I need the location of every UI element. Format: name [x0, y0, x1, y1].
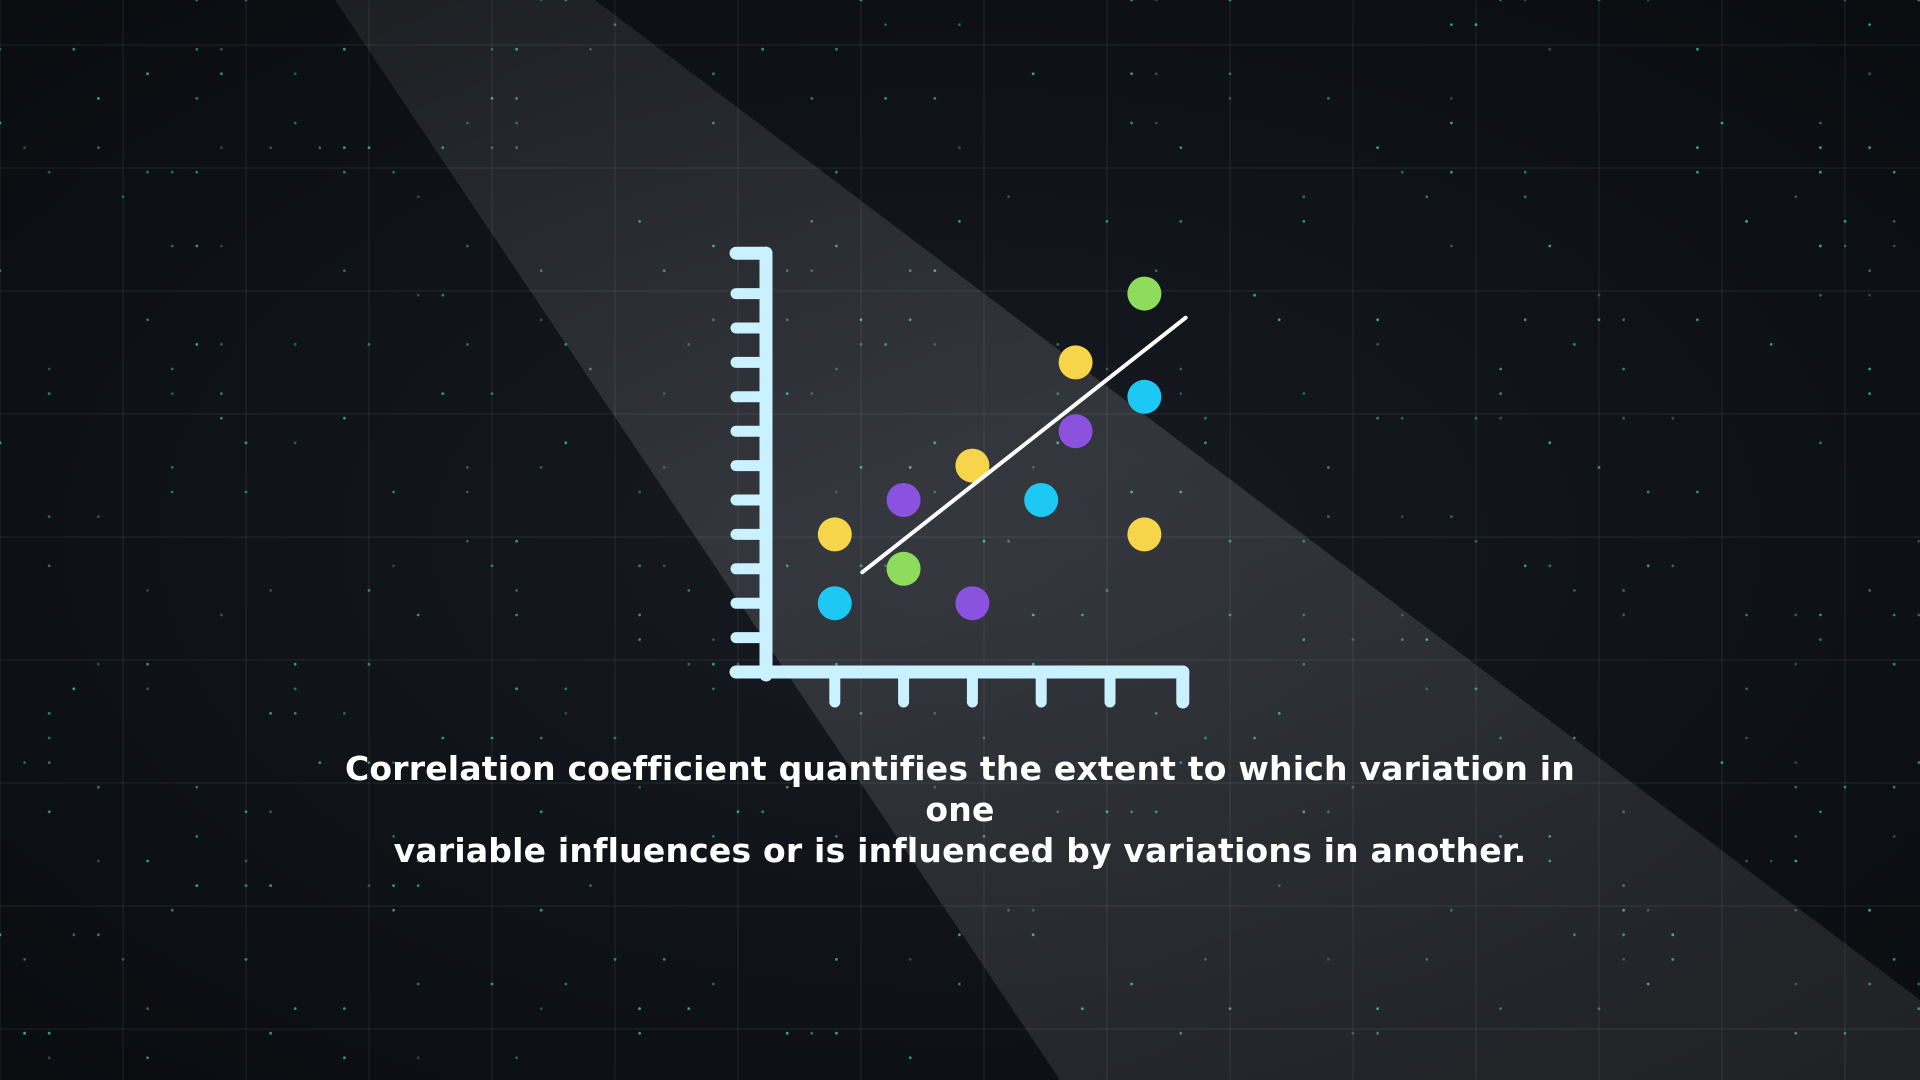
caption-line-2: variable influences or is influenced by …	[393, 831, 1527, 870]
caption-line-1: Correlation coefficient quantifies the e…	[344, 749, 1575, 829]
data-point-yellow	[817, 517, 852, 552]
data-point-purple	[955, 586, 990, 621]
data-point-green	[886, 551, 921, 586]
data-point-purple	[886, 483, 921, 517]
data-point-cyan	[817, 586, 852, 621]
data-point-cyan	[1127, 379, 1162, 414]
caption: Correlation coefficient quantifies the e…	[310, 748, 1610, 871]
data-point-green	[1127, 276, 1162, 311]
data-point-purple	[1058, 414, 1093, 449]
data-point-yellow	[955, 448, 990, 483]
trend-line	[860, 315, 1188, 575]
data-point-yellow	[1058, 345, 1093, 380]
data-point-yellow	[1127, 517, 1162, 552]
data-point-cyan	[1024, 483, 1059, 517]
